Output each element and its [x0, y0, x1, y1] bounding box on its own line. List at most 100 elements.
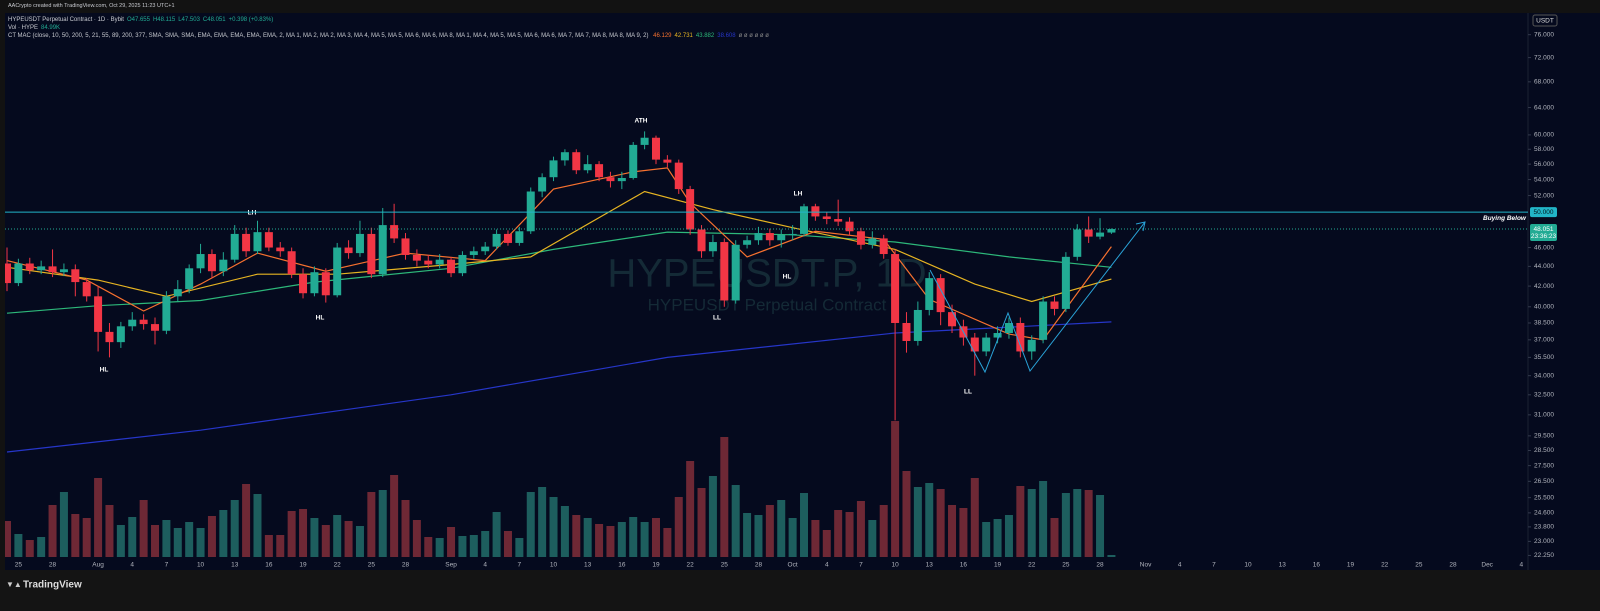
volume-bar	[1004, 515, 1013, 557]
candle-body	[982, 337, 991, 352]
ohlc-value: L47.503	[178, 17, 200, 23]
volume-bar	[48, 505, 57, 557]
candle-body	[299, 274, 308, 294]
candle-body	[401, 238, 410, 255]
price-axis	[1528, 13, 1600, 570]
x-tick-label: 28	[1449, 562, 1457, 569]
x-tick-label: 19	[994, 562, 1002, 569]
volume-bar	[71, 514, 80, 557]
footer-bar	[0, 570, 1600, 611]
candle-body	[412, 254, 421, 261]
x-tick-label: 22	[1381, 562, 1389, 569]
volume-bar	[1027, 489, 1036, 557]
candle-body	[674, 162, 683, 190]
x-tick-label: 13	[1279, 562, 1287, 569]
candle-body	[424, 260, 433, 265]
volume-bar	[720, 437, 729, 557]
y-tick-label: 52.000	[1534, 192, 1554, 199]
candle-body	[1107, 229, 1116, 233]
x-tick-label: Oct	[788, 562, 798, 569]
candle-body	[765, 233, 774, 241]
indicator-value: 46.129	[653, 33, 672, 39]
candle-body	[1084, 229, 1093, 237]
candle-body	[1027, 339, 1036, 352]
y-tick-label: 27.500	[1534, 462, 1554, 469]
x-tick-label: 16	[265, 562, 273, 569]
pattern-label: LL	[713, 315, 721, 322]
candle-body	[82, 282, 91, 297]
ohlc-value: C48.051	[202, 17, 226, 23]
candle-body	[139, 319, 148, 325]
x-tick-label: 7	[1212, 562, 1216, 569]
x-tick-label: 16	[618, 562, 626, 569]
candle-body	[264, 232, 273, 248]
candle-body	[925, 278, 934, 310]
y-tick-label: 29.500	[1534, 433, 1554, 440]
ohlc-value: H48.115	[152, 17, 176, 23]
volume-bar	[1016, 486, 1025, 557]
volume-bar	[640, 522, 649, 557]
volume-bar	[572, 515, 581, 557]
candle-body	[515, 231, 524, 243]
x-tick-label: 13	[584, 562, 592, 569]
x-tick-label: 19	[1347, 562, 1355, 569]
axis-layer: 76.000 72.000 68.000 64.000 60.000 58.000 56.0…	[5, 31, 1557, 569]
y-tick-label: 56.000	[1534, 161, 1554, 168]
last-price-label: 48.051	[1534, 226, 1554, 233]
volume-bar	[185, 522, 194, 557]
y-tick-label: 54.000	[1534, 176, 1554, 183]
y-tick-label: 42.000	[1534, 283, 1554, 290]
volume-bar	[731, 485, 740, 557]
volume-bar	[82, 518, 91, 557]
volume-bar	[390, 475, 399, 557]
x-tick-label: 28	[1096, 562, 1104, 569]
volume-bar	[1061, 493, 1070, 557]
volume-bar	[59, 492, 68, 557]
y-tick-label: 44.000	[1534, 263, 1554, 270]
candle-body	[128, 319, 137, 327]
volume-bar	[378, 490, 387, 557]
volume-bar	[401, 500, 410, 557]
volume-bar	[595, 524, 604, 557]
volume-bar	[891, 421, 900, 557]
x-tick-label: 19	[299, 562, 307, 569]
volume-bar	[276, 535, 285, 557]
candle-body	[731, 244, 740, 301]
x-tick-label: 22	[1028, 562, 1036, 569]
y-tick-label: 28.500	[1534, 447, 1554, 454]
watermark: HYPEUSDT.P, 1D HYPEUSDT Perpetual Contra…	[607, 252, 926, 315]
candle-body	[595, 164, 604, 178]
candle-body	[868, 238, 877, 245]
pattern-label: LH	[248, 210, 257, 217]
ohlc-value: O47.655	[126, 17, 150, 23]
candle-layer	[5, 131, 1116, 421]
candle-body	[287, 251, 296, 275]
volume-bar	[788, 518, 797, 557]
y-tick-label: 23.000	[1534, 538, 1554, 545]
candle-body	[59, 269, 68, 273]
volume-bar	[754, 515, 763, 557]
candle-body	[253, 232, 262, 252]
candle-body	[390, 225, 399, 239]
volume-row: Vol · HYPE 84.99K	[8, 24, 63, 32]
arrow-head	[1135, 221, 1146, 232]
candle-body	[606, 177, 615, 182]
indicator-value: 42.731	[674, 33, 693, 39]
candle-body	[447, 259, 456, 274]
volume-bar	[447, 527, 456, 557]
candle-body	[469, 251, 478, 255]
candle-body	[219, 259, 228, 272]
candle-body	[1050, 301, 1059, 309]
candle-body	[777, 234, 786, 241]
candle-body	[230, 233, 239, 260]
y-tick-label: 34.000	[1534, 372, 1554, 379]
volume-bar	[5, 521, 11, 557]
candle-body	[185, 268, 194, 290]
pattern-label: HL	[100, 367, 109, 374]
indicator-value: 43.882	[695, 33, 715, 39]
x-tick-label: 4	[483, 562, 487, 569]
volume-bar	[1050, 518, 1059, 557]
currency-box	[1532, 14, 1558, 27]
candle-body	[686, 189, 695, 230]
y-tick-label: 23.800	[1534, 524, 1554, 531]
